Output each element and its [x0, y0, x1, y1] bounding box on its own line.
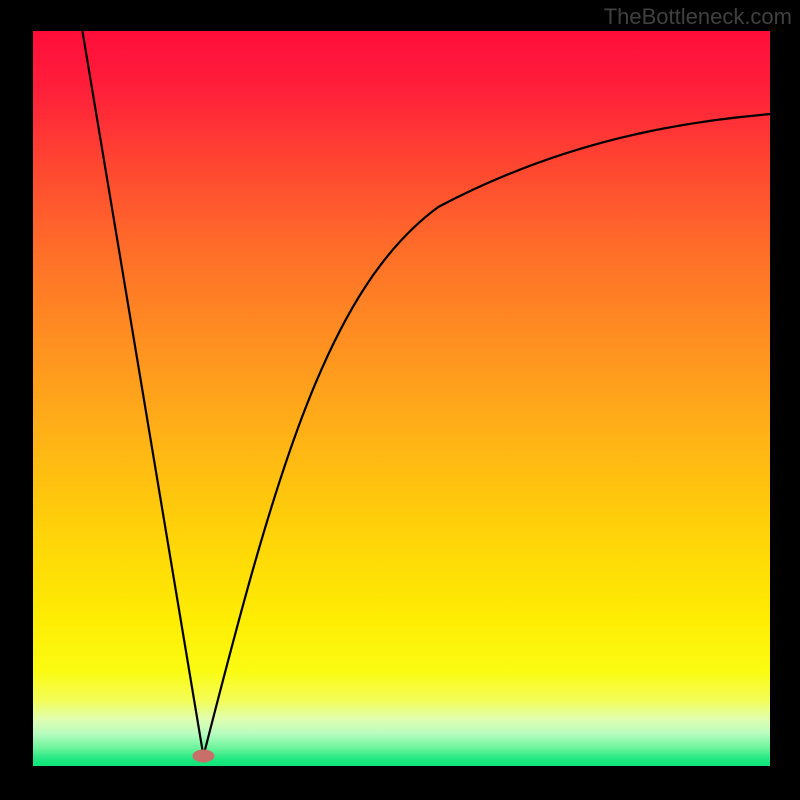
optimum-marker [192, 749, 214, 762]
chart-stage: TheBottleneck.com [0, 0, 800, 800]
bottleneck-chart [0, 0, 800, 800]
